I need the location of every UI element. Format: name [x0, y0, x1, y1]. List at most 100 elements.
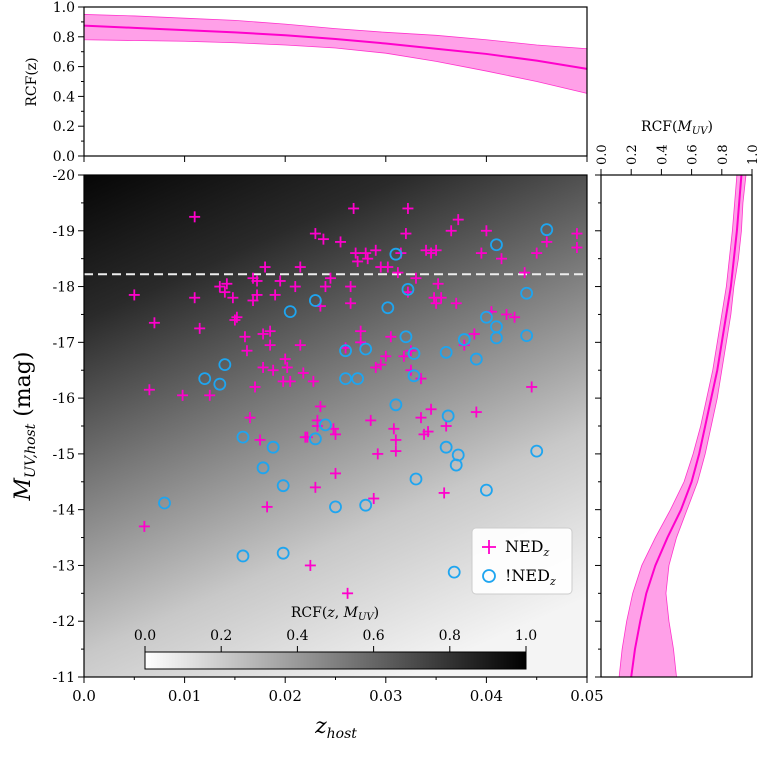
- ned-point: [438, 487, 450, 499]
- notned-point: [329, 500, 342, 514]
- notned-point: [407, 369, 421, 383]
- ned-point: [390, 445, 402, 457]
- top-ytick-label: 1.0: [53, 0, 75, 16]
- ned-point: [450, 297, 462, 309]
- ned-point: [314, 400, 326, 412]
- ned-point: [501, 308, 513, 320]
- main-ytick-label: -16: [52, 391, 75, 407]
- ned-point: [368, 493, 380, 505]
- ned-point: [355, 325, 367, 337]
- colorbar-label: RCF(z, MUV): [291, 605, 379, 623]
- notned-point: [308, 294, 322, 307]
- notned-point: [401, 282, 415, 296]
- ned-point: [352, 255, 364, 267]
- ned-point: [360, 247, 372, 259]
- main-xtick-label: 0.01: [168, 687, 201, 705]
- main-ytick-label: -15: [52, 447, 75, 463]
- notned-point: [359, 498, 373, 512]
- right-xtick-label: 0.6: [686, 144, 701, 165]
- main-y-ticks: -11 -12 -13 -14 -15 -16 -17 -18 -19 -20: [52, 168, 84, 686]
- top-ylabel: RCF(z): [24, 57, 40, 106]
- main-ytick-label: -14: [52, 503, 75, 519]
- ned-point: [261, 501, 273, 513]
- ned-point: [388, 423, 400, 435]
- ned-point: [269, 289, 281, 301]
- notned-point: [236, 430, 250, 444]
- ned-point: [241, 345, 253, 357]
- notned-point: [409, 472, 423, 486]
- main-xtick-label: 0.03: [369, 687, 402, 705]
- main-x-ticks: 0.0 0.01 0.02 0.03 0.04 0.05: [72, 677, 604, 705]
- ned-point: [231, 311, 243, 323]
- right-axes-frame: [600, 174, 753, 678]
- ned-points: [128, 202, 583, 599]
- top-confidence-band: [83, 14, 588, 94]
- ned-point: [571, 242, 583, 254]
- colorbar-tick-label: 0.2: [210, 628, 232, 644]
- ned-point: [480, 225, 492, 237]
- main-xtick-label: 0.0: [72, 687, 96, 705]
- ned-point: [251, 275, 263, 287]
- ned-point: [297, 367, 309, 379]
- right-xtick-label: 0.0: [595, 144, 610, 165]
- right-y-ticks: [595, 174, 601, 678]
- ned-point: [309, 481, 321, 493]
- main-ytick-label: -11: [52, 670, 75, 686]
- ned-point: [319, 281, 331, 293]
- ned-point: [311, 420, 323, 432]
- ned-point: [468, 328, 480, 340]
- notned-point: [236, 549, 250, 563]
- colorbar-tick-label: 1.0: [515, 628, 537, 644]
- ned-point: [189, 292, 201, 304]
- right-xtick-label: 1.0: [746, 144, 761, 165]
- ned-point: [571, 228, 583, 240]
- ned-point: [257, 361, 269, 373]
- top-ytick-label: 0.0: [53, 149, 75, 165]
- right-xtick-label: 0.4: [655, 144, 670, 165]
- ned-point: [432, 278, 444, 290]
- ned-point: [405, 345, 417, 357]
- ned-point: [495, 253, 507, 265]
- main-xtick-label: 0.04: [470, 687, 503, 705]
- ned-point: [531, 247, 543, 259]
- top-panel-rcf-z: 0.0 0.2 0.4 0.6 0.8 1.0 RCF(z): [24, 0, 588, 165]
- ned-point: [365, 414, 377, 426]
- ned-point: [422, 426, 434, 438]
- ned-point: [281, 361, 293, 373]
- notned-point: [339, 372, 352, 385]
- notned-point: [439, 440, 453, 454]
- ned-point: [392, 267, 404, 279]
- top-ytick-label: 0.2: [53, 119, 75, 135]
- ned-point: [372, 448, 384, 460]
- notned-point: [469, 352, 483, 366]
- ned-point: [227, 292, 239, 304]
- top-ytick-label: 0.6: [53, 60, 75, 76]
- colorbar: 0.0 0.2 0.4 0.6 0.8 1.0 RCF(z, MUV): [134, 605, 537, 670]
- main-ytick-label: -20: [52, 168, 75, 184]
- legend-notned-label: !NEDz: [505, 566, 556, 588]
- ned-point: [189, 211, 201, 223]
- main-xtick-label: 0.02: [268, 687, 301, 705]
- ned-point: [348, 202, 360, 214]
- notned-point: [479, 483, 493, 497]
- ned-point: [526, 381, 538, 393]
- ned-point: [362, 253, 374, 265]
- ned-point: [304, 559, 316, 571]
- ned-point: [177, 389, 189, 401]
- right-median-line: [630, 174, 743, 678]
- ned-point: [254, 434, 266, 446]
- right-confidence-band: [618, 174, 747, 678]
- main-xtick-label: 0.05: [570, 687, 603, 705]
- notned-point: [308, 432, 322, 446]
- ned-point: [440, 420, 452, 432]
- ned-point: [294, 261, 306, 273]
- ned-point: [267, 364, 279, 376]
- notned-point: [276, 546, 290, 560]
- ned-point: [221, 278, 233, 290]
- notned-point: [520, 329, 534, 343]
- ned-point: [425, 403, 437, 415]
- notned-points: [158, 223, 554, 579]
- colorbar-gradient: [144, 651, 527, 670]
- ned-point: [445, 225, 457, 237]
- top-median-line: [83, 24, 588, 70]
